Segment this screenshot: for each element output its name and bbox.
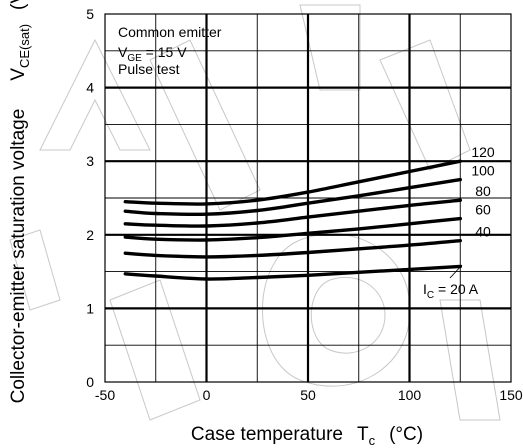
- series-label: 60: [475, 202, 491, 218]
- series-line: [123, 198, 462, 228]
- series-label: 100: [471, 163, 495, 179]
- x-tick-label: 50: [300, 387, 316, 403]
- curve-labels: IC = 20 A 40 60 80 100 120: [423, 144, 495, 301]
- series-label: 80: [475, 183, 491, 199]
- plot-frame: [104, 13, 512, 383]
- series-label: IC = 20 A: [423, 281, 479, 301]
- x-tick-labels: -50 0 50 100 150: [95, 387, 523, 403]
- grid-lines: [105, 14, 511, 382]
- series-line: [123, 177, 462, 217]
- data-curves: [123, 159, 462, 281]
- series-line: [123, 239, 462, 259]
- y-tick-label: 4: [86, 80, 94, 96]
- x-tick-label: -50: [95, 387, 115, 403]
- series-line: [123, 159, 462, 206]
- y-tick-label: 3: [86, 153, 94, 169]
- test-conditions: Common emitter VGE = 15 V Pulse test: [118, 24, 222, 77]
- y-tick-label: 0: [86, 374, 94, 390]
- series-label: 120: [471, 144, 495, 160]
- x-tick-label: 0: [203, 387, 211, 403]
- x-tick-label: 150: [499, 387, 523, 403]
- condition-line-1: Common emitter: [118, 24, 222, 40]
- y-tick-label: 1: [86, 300, 94, 316]
- series-leader: [449, 264, 463, 279]
- condition-line-2: VGE = 15 V: [118, 44, 187, 64]
- x-axis-title: Case temperature Tc (°C): [191, 424, 423, 448]
- series-line: [123, 216, 462, 242]
- y-tick-labels: 0 1 2 3 4 5: [86, 6, 94, 390]
- series-line: [123, 264, 462, 281]
- x-tick-label: 100: [398, 387, 422, 403]
- y-tick-label: 2: [86, 227, 94, 243]
- y-axis-title: Collector-emitter saturation voltageVCE(…: [8, 0, 32, 403]
- y-tick-label: 5: [86, 6, 94, 22]
- condition-line-3: Pulse test: [118, 61, 180, 77]
- watermark: [9, 4, 501, 421]
- series-label: 40: [475, 224, 491, 240]
